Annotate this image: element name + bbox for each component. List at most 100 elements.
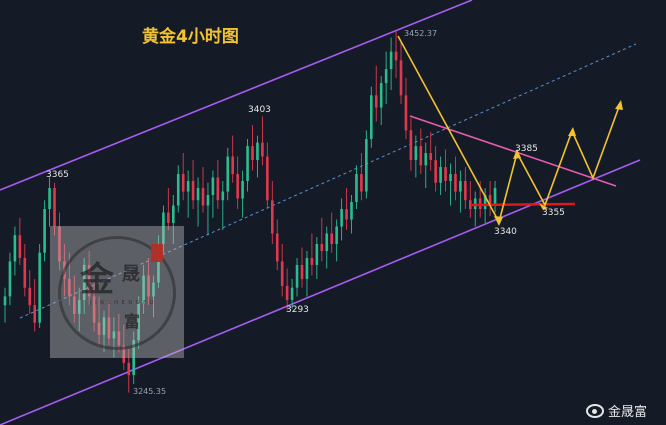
candle-body bbox=[469, 200, 472, 210]
candle-body bbox=[43, 209, 46, 253]
candle-body bbox=[483, 195, 487, 210]
candle bbox=[439, 156, 442, 196]
candle bbox=[310, 233, 314, 276]
candle bbox=[290, 278, 294, 309]
candle bbox=[246, 139, 249, 192]
candle bbox=[320, 217, 324, 262]
candle-body bbox=[305, 257, 309, 279]
candle bbox=[409, 118, 413, 171]
candle-body bbox=[285, 285, 289, 300]
candle-body bbox=[429, 153, 432, 161]
channel-mid-line bbox=[19, 43, 637, 319]
arrowhead bbox=[539, 203, 548, 210]
price-labels: 3365 3403 3452.37 3293 3245.35 3385 3355… bbox=[46, 29, 565, 396]
candle-body bbox=[172, 205, 175, 223]
candle-body bbox=[290, 287, 294, 300]
logo-char-fu: 富 bbox=[124, 312, 141, 331]
candle bbox=[181, 153, 185, 201]
candle bbox=[305, 250, 309, 297]
candle-body bbox=[350, 202, 353, 220]
candle-body bbox=[256, 142, 259, 161]
candle-body bbox=[449, 174, 452, 182]
candle-body bbox=[206, 195, 210, 206]
price-label-3365: 3365 bbox=[46, 170, 69, 180]
candle-body bbox=[8, 261, 12, 297]
candle bbox=[370, 86, 373, 148]
candle-body bbox=[370, 95, 373, 140]
candle bbox=[33, 278, 36, 332]
projection-arrowheads bbox=[494, 100, 623, 226]
candle bbox=[13, 226, 17, 276]
candle-body bbox=[464, 181, 467, 201]
candle bbox=[191, 160, 195, 210]
candle bbox=[186, 170, 190, 218]
candle-body bbox=[310, 257, 314, 265]
candle bbox=[488, 181, 492, 217]
candle-body bbox=[444, 167, 447, 182]
candle bbox=[3, 287, 7, 323]
candle-body bbox=[18, 235, 22, 258]
candle bbox=[325, 226, 329, 269]
candle-body bbox=[132, 340, 135, 376]
candle bbox=[172, 195, 175, 244]
candle bbox=[18, 217, 22, 265]
candle-body bbox=[58, 226, 61, 262]
candle bbox=[394, 30, 398, 78]
candle-body bbox=[330, 233, 333, 244]
candle-body bbox=[300, 264, 304, 279]
candle-body bbox=[345, 209, 348, 220]
candle bbox=[300, 247, 304, 288]
candle-body bbox=[196, 188, 200, 201]
candle bbox=[211, 170, 215, 218]
arrowhead bbox=[568, 127, 576, 136]
candle bbox=[315, 236, 319, 279]
candle bbox=[374, 65, 378, 122]
candle bbox=[350, 195, 353, 234]
price-label-3293: 3293 bbox=[286, 305, 309, 315]
candle-body bbox=[379, 83, 383, 108]
candle bbox=[8, 252, 12, 306]
price-label-3452: 3452.37 bbox=[404, 29, 437, 38]
candle-body bbox=[181, 174, 185, 192]
candle bbox=[434, 146, 437, 192]
logo-char-sheng: 晟 bbox=[122, 264, 140, 285]
candle bbox=[23, 243, 27, 297]
candle bbox=[280, 243, 284, 297]
candle bbox=[454, 156, 457, 201]
candle-body bbox=[48, 188, 51, 210]
candle-body bbox=[167, 212, 170, 223]
candle-body bbox=[419, 146, 423, 166]
candle bbox=[275, 219, 279, 271]
candle-body bbox=[33, 305, 36, 323]
candle-body bbox=[325, 233, 329, 251]
candle-body bbox=[162, 212, 165, 244]
arrowhead bbox=[615, 100, 623, 110]
candle bbox=[469, 181, 472, 218]
candle-body bbox=[3, 296, 7, 306]
candle bbox=[379, 76, 383, 126]
candle-body bbox=[38, 252, 41, 323]
candle-body bbox=[261, 142, 264, 157]
candle bbox=[127, 348, 131, 393]
candle bbox=[48, 177, 51, 227]
candle-body bbox=[53, 188, 56, 227]
candle bbox=[360, 153, 363, 201]
logo-subtext: J I N S H E N G F U bbox=[90, 300, 155, 306]
candle bbox=[365, 130, 368, 199]
candle-body bbox=[246, 146, 249, 182]
candle bbox=[251, 125, 254, 171]
candle-body bbox=[201, 188, 205, 206]
candle-body bbox=[221, 191, 225, 201]
candle bbox=[429, 132, 432, 171]
candle-body bbox=[320, 243, 324, 251]
candle-body bbox=[280, 261, 284, 286]
arrowhead bbox=[494, 216, 503, 226]
candle bbox=[459, 170, 462, 213]
weibo-icon bbox=[586, 403, 604, 418]
candle-body bbox=[13, 235, 17, 262]
candle bbox=[28, 270, 32, 314]
candle-body bbox=[365, 139, 368, 192]
candle bbox=[389, 37, 393, 91]
candle bbox=[221, 181, 225, 230]
